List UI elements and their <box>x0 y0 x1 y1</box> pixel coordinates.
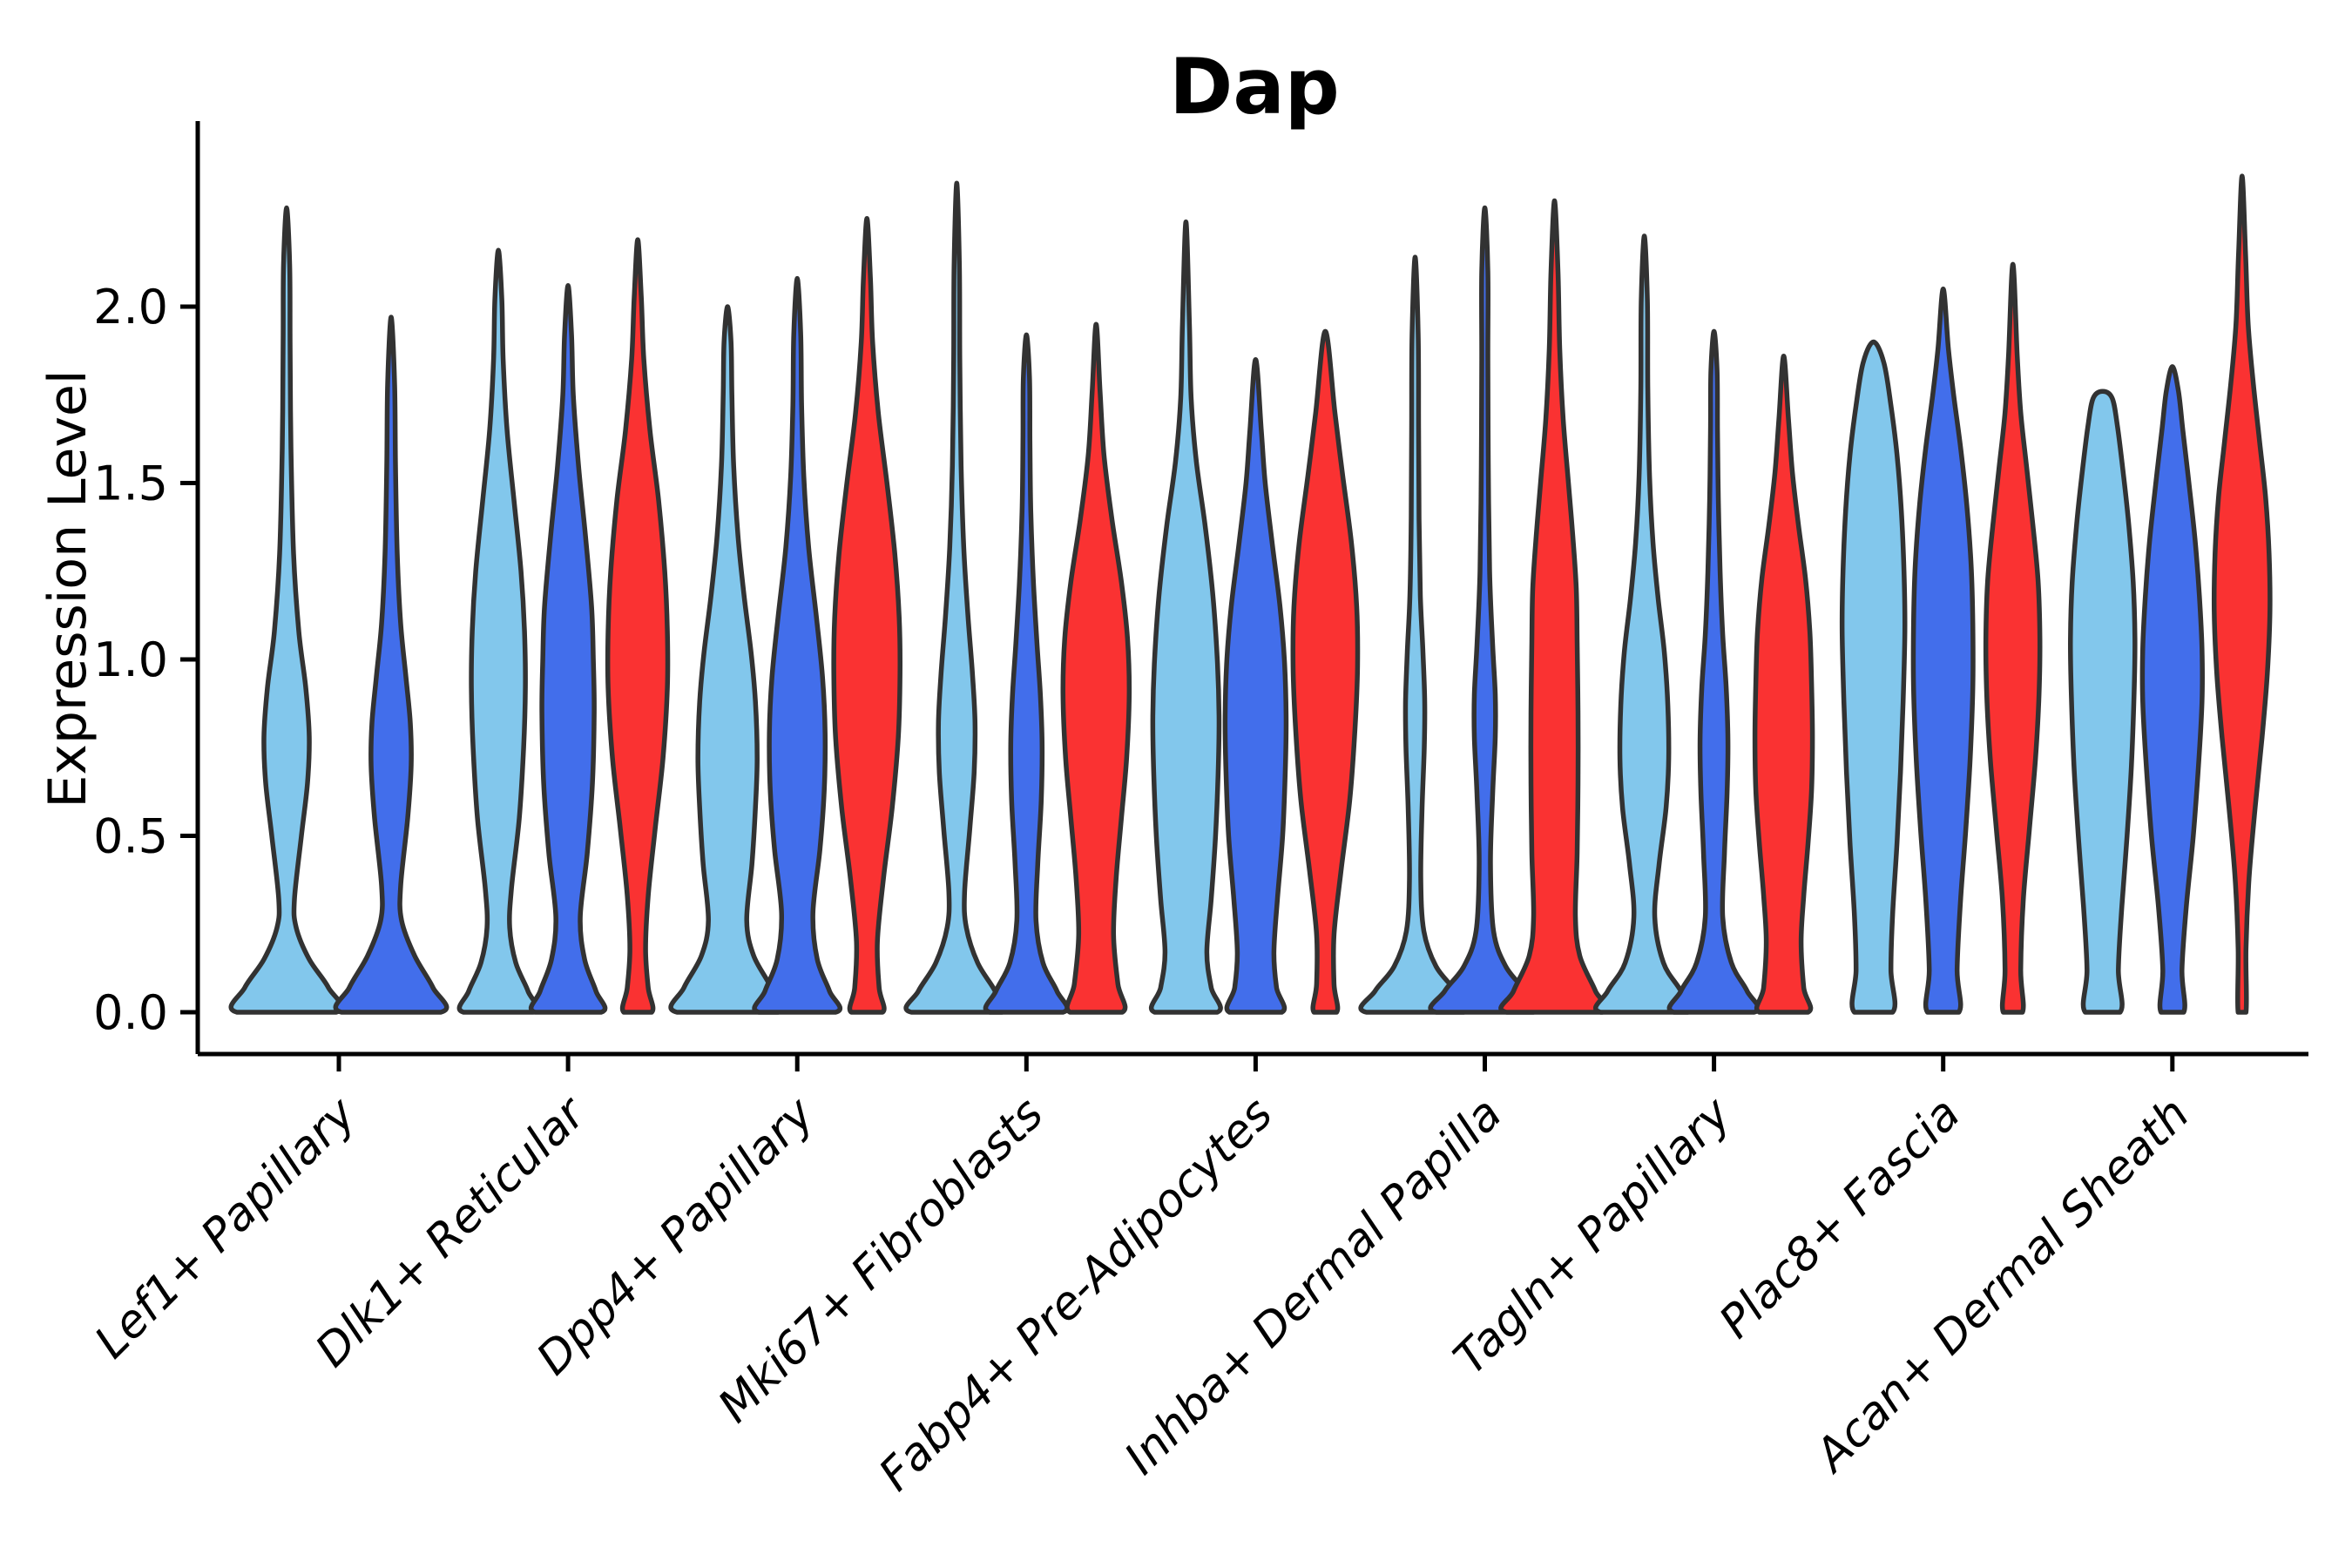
violins-layer <box>228 173 2273 1015</box>
violin-6-red <box>1752 353 1815 1015</box>
violin-6-light-blue <box>1592 233 1696 1015</box>
violin-8-red <box>2211 173 2273 1015</box>
chart-title: Dap <box>1169 42 1339 132</box>
y-axis-label: Expression Level <box>37 369 98 808</box>
y-tick-label: 0.5 <box>93 809 168 864</box>
y-tick-label: 1.5 <box>93 456 168 511</box>
violin-3-light-blue <box>903 180 1010 1015</box>
y-tick-label: 2.0 <box>93 280 168 335</box>
violin-2-red <box>831 216 903 1015</box>
violin-7-light-blue <box>1839 339 1908 1015</box>
violin-4-royal-blue <box>1222 357 1289 1015</box>
x-tick-label-7: Plac8+ Fascia <box>1710 1088 1970 1348</box>
violin-1-royal-blue <box>528 282 608 1015</box>
x-tick-label-8: Acan+ Dermal Sheath <box>1804 1088 2200 1484</box>
violin-0-royal-blue <box>333 314 449 1015</box>
violin-4-red <box>1290 328 1361 1015</box>
x-tick-label-4: Fabp4+ Pre-Adipocytes <box>869 1088 1283 1502</box>
y-tick-label: 0.0 <box>93 985 168 1040</box>
violin-8-light-blue <box>2068 389 2138 1015</box>
violin-0-light-blue <box>228 205 345 1015</box>
violin-5-royal-blue <box>1428 205 1542 1015</box>
violin-7-royal-blue <box>1910 287 1976 1015</box>
violin-5-light-blue <box>1358 254 1472 1015</box>
violin-1-light-blue <box>456 247 540 1015</box>
violin-2-light-blue <box>668 304 787 1015</box>
violin-6-royal-blue <box>1666 328 1761 1015</box>
violin-5-red <box>1498 198 1611 1015</box>
violin-3-red <box>1060 321 1132 1015</box>
y-tick-label: 1.0 <box>93 632 168 687</box>
x-tick-label-5: Inhba+ Dermal Papilla <box>1115 1088 1512 1485</box>
violin-8-royal-blue <box>2139 364 2205 1015</box>
violin-3-royal-blue <box>983 332 1070 1015</box>
violin-7-red <box>1983 261 2043 1015</box>
violin-4-light-blue <box>1148 220 1223 1015</box>
violin-2-royal-blue <box>752 275 843 1015</box>
violin-1-red <box>605 237 671 1015</box>
